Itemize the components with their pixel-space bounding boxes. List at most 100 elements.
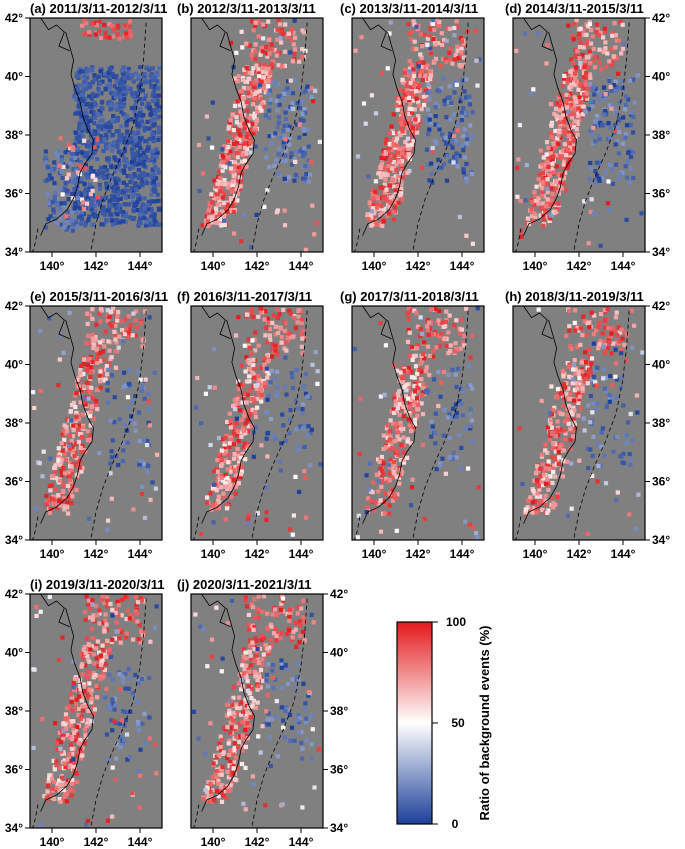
ratio-cell [252, 96, 257, 102]
ratio-cell [150, 131, 156, 136]
ratio-cell [241, 95, 246, 101]
ratio-cell [74, 391, 79, 396]
ratio-cell [383, 177, 388, 182]
ratio-cell [583, 58, 588, 64]
ratio-cell [273, 343, 278, 348]
ratio-cell [132, 421, 137, 426]
ratio-cell [91, 212, 96, 217]
ratio-cell [257, 377, 262, 382]
ratio-cell [97, 311, 102, 316]
ratio-cell [368, 212, 374, 217]
ratio-cell [77, 206, 82, 211]
ratio-cell [125, 188, 130, 193]
ratio-cell [465, 180, 470, 185]
ratio-cell [69, 418, 74, 423]
ratio-cell [389, 154, 394, 159]
ratio-cell [425, 120, 430, 125]
ratio-cell [269, 417, 274, 422]
ratio-cell [407, 58, 412, 64]
ratio-cell [89, 385, 94, 391]
ratio-cell [606, 326, 611, 331]
ratio-cell [118, 87, 123, 92]
ratio-cell [237, 132, 242, 137]
ratio-cell [148, 497, 153, 502]
ratio-cell [574, 18, 579, 23]
ratio-cell [232, 103, 238, 109]
ratio-cell [369, 498, 374, 503]
ratio-cell [301, 176, 306, 181]
ratio-cell [80, 23, 85, 28]
ratio-cell [289, 37, 294, 42]
ratio-cell [113, 365, 119, 370]
ratio-cell [293, 77, 298, 82]
ratio-cell [524, 163, 529, 168]
ratio-cell [461, 106, 466, 111]
ratio-cell [306, 87, 311, 92]
ratio-cell [306, 158, 311, 163]
ratio-cell [476, 485, 481, 490]
ratio-cell [414, 46, 419, 52]
ratio-cell [537, 172, 542, 177]
ratio-cell [85, 175, 90, 180]
ratio-cell [77, 163, 82, 168]
ratio-cell [103, 30, 108, 35]
ratio-cell [549, 120, 555, 125]
ratio-cell [154, 155, 159, 160]
ratio-cell [223, 517, 228, 522]
ratio-cell [549, 186, 554, 191]
ratio-cell [141, 113, 146, 118]
ratio-cell [138, 212, 143, 217]
ratio-cell [45, 192, 50, 197]
ratio-cell [391, 407, 396, 412]
ratio-cell [373, 220, 378, 225]
ratio-cell [588, 160, 593, 166]
ratio-cell [537, 487, 542, 492]
ratio-cell [461, 63, 466, 68]
ratio-cell [564, 391, 569, 396]
ratio-cell [85, 122, 90, 128]
ratio-cell [98, 69, 103, 74]
ratio-cell [366, 212, 371, 217]
ratio-cell [558, 386, 563, 391]
ratio-cell [388, 418, 393, 423]
ratio-cell [135, 94, 140, 99]
ratio-cell [407, 330, 412, 335]
ratio-cell [384, 477, 389, 482]
ratio-cell [203, 222, 208, 228]
ratio-cell [232, 197, 237, 202]
ratio-cell [554, 164, 559, 169]
ratio-cell [422, 32, 427, 37]
ratio-cell [93, 129, 98, 134]
ratio-cell [138, 321, 144, 326]
ratio-cell [220, 195, 225, 200]
ratio-cell [430, 21, 435, 26]
ratio-cell [236, 178, 241, 183]
ratio-cell [85, 362, 90, 367]
ratio-cell [591, 434, 596, 439]
ratio-cell [399, 104, 404, 110]
ratio-cell [617, 85, 622, 90]
ratio-cell [116, 462, 121, 468]
ratio-cell [122, 86, 127, 91]
ratio-cell [87, 389, 93, 394]
ratio-cell [395, 107, 400, 112]
ratio-cell [441, 370, 447, 375]
ratio-cell [263, 113, 268, 118]
ratio-cell [108, 212, 113, 217]
ratio-cell [568, 391, 573, 396]
ratio-cell [226, 155, 232, 160]
ratio-cell [426, 82, 431, 87]
ratio-cell [447, 455, 452, 460]
ratio-cell [114, 340, 119, 345]
ratio-cell [554, 180, 559, 185]
ratio-cell [257, 89, 262, 94]
ratio-cell [260, 105, 265, 110]
ratio-cell [149, 192, 154, 197]
ratio-cell [554, 114, 560, 119]
ratio-cell [413, 353, 418, 358]
ratio-cell [137, 173, 142, 178]
ratio-cell [210, 209, 215, 214]
ratio-cell [457, 214, 462, 220]
ratio-cell [47, 173, 52, 178]
ratio-cell [387, 205, 392, 210]
